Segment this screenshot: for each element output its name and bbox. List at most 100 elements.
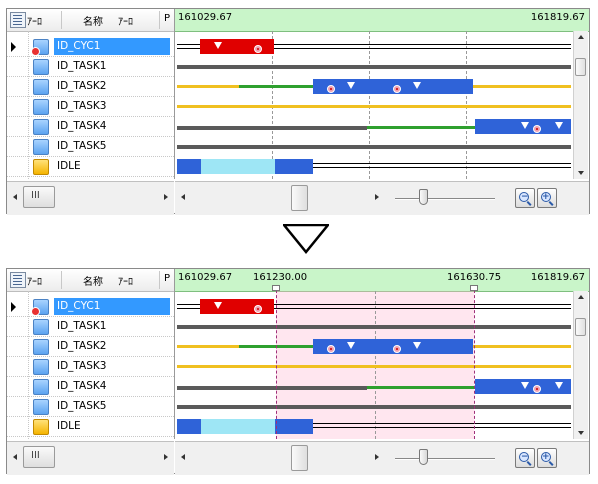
p-column-header[interactable]: P xyxy=(164,13,171,24)
tree-item-id-task5[interactable]: ID_TASK5 xyxy=(7,137,174,157)
ready-line xyxy=(473,345,571,348)
scroll-left-icon[interactable] xyxy=(181,454,185,460)
tree-header: ｱｰﾛ 名称 ｱｰﾛ P xyxy=(7,269,174,292)
tree-item-idle[interactable]: IDLE xyxy=(7,417,174,437)
event-triangle-icon xyxy=(413,342,421,349)
tree-item-label: ID_CYC1 xyxy=(54,38,170,55)
idle-icon xyxy=(33,419,49,435)
idle-icon xyxy=(33,159,49,175)
scroll-thumb[interactable] xyxy=(575,58,586,76)
cursor-handle[interactable] xyxy=(470,285,478,291)
zoom-out-button[interactable]: − xyxy=(515,188,535,208)
tree-item-id-task2[interactable]: ID_TASK2 xyxy=(7,337,174,357)
run-bar[interactable] xyxy=(177,419,201,434)
track-id-task2 xyxy=(177,337,571,357)
range-cursor-start[interactable] xyxy=(272,285,280,439)
zoom-slider-knob[interactable] xyxy=(419,449,428,465)
scroll-right-icon[interactable] xyxy=(164,454,168,460)
tree-item-id-task1[interactable]: ID_TASK1 xyxy=(7,317,174,337)
ready-line xyxy=(177,345,239,348)
zoom-in-icon: + xyxy=(541,192,551,202)
filter-right-label[interactable]: ｱｰﾛ xyxy=(118,17,133,28)
timeline-chart[interactable]: 161029.67 161230.00 161630.75 161819.67 xyxy=(175,269,589,439)
filter-left-label[interactable]: ｱｰﾛ xyxy=(27,17,42,28)
scroll-left-icon[interactable] xyxy=(13,454,17,460)
run-bar[interactable] xyxy=(200,299,274,314)
idle-bar[interactable] xyxy=(201,159,275,174)
timeline-scroll-thumb[interactable] xyxy=(291,445,308,471)
wait-line xyxy=(239,85,313,88)
zoom-slider-knob[interactable] xyxy=(419,189,428,205)
scroll-left-icon[interactable] xyxy=(13,194,17,200)
run-bar[interactable] xyxy=(475,119,571,134)
tree-item-id-task2[interactable]: ID_TASK2 xyxy=(7,77,174,97)
tree-item-idle[interactable]: IDLE xyxy=(7,157,174,177)
name-column-header[interactable]: 名称 xyxy=(83,277,103,288)
tree-horizontal-scrollbar[interactable]: III xyxy=(7,441,174,475)
tree-item-id-cyc1[interactable]: ID_CYC1 xyxy=(7,37,174,57)
run-bar[interactable] xyxy=(475,379,571,394)
scroll-right-icon[interactable] xyxy=(375,454,379,460)
idle-bar[interactable] xyxy=(201,419,275,434)
time-ruler[interactable]: 161029.67 161819.67 xyxy=(175,9,589,32)
tree-item-id-cyc1[interactable]: ID_CYC1 xyxy=(7,297,174,317)
tree-item-id-task5[interactable]: ID_TASK5 xyxy=(7,397,174,417)
time-start-label: 161029.67 xyxy=(178,12,233,23)
zoom-out-button[interactable]: − xyxy=(515,448,535,468)
scroll-up-icon[interactable] xyxy=(578,295,584,299)
zoom-in-button[interactable]: + xyxy=(537,188,557,208)
tree-item-id-task3[interactable]: ID_TASK3 xyxy=(7,97,174,117)
scroll-down-icon[interactable] xyxy=(578,171,584,175)
run-bar[interactable] xyxy=(275,159,313,174)
run-bar[interactable] xyxy=(200,39,274,54)
tree-horizontal-scrollbar[interactable]: III xyxy=(7,181,174,215)
event-triangle-icon xyxy=(413,82,421,89)
timeline-controls: − + xyxy=(175,441,589,475)
state-line xyxy=(177,427,571,428)
scroll-right-icon[interactable] xyxy=(375,194,379,200)
tree-item-label: ID_TASK2 xyxy=(57,340,107,352)
cursor-handle[interactable] xyxy=(272,285,280,291)
run-bar[interactable] xyxy=(313,79,473,94)
filter-right-label[interactable]: ｱｰﾛ xyxy=(118,277,133,288)
range-cursor-end[interactable] xyxy=(470,285,478,439)
scroll-thumb[interactable]: III xyxy=(23,446,55,468)
scroll-up-icon[interactable] xyxy=(578,35,584,39)
list-icon[interactable] xyxy=(10,272,26,288)
name-column-header[interactable]: 名称 xyxy=(83,17,103,28)
timeline-scroll-thumb[interactable] xyxy=(291,185,308,211)
list-icon[interactable] xyxy=(10,12,26,28)
scroll-thumb[interactable] xyxy=(575,318,586,336)
event-triangle-icon xyxy=(555,122,563,129)
run-bar[interactable] xyxy=(275,419,313,434)
tree-item-id-task4[interactable]: ID_TASK4 xyxy=(7,377,174,397)
tree-item-id-task1[interactable]: ID_TASK1 xyxy=(7,57,174,77)
event-dot-icon xyxy=(254,305,262,313)
current-row-arrow-icon xyxy=(11,42,16,52)
tree-item-id-task3[interactable]: ID_TASK3 xyxy=(7,357,174,377)
run-bar[interactable] xyxy=(177,159,201,174)
track-idle xyxy=(177,417,571,437)
scroll-right-icon[interactable] xyxy=(164,194,168,200)
tree-item-label: ID_TASK4 xyxy=(57,380,107,392)
timeline-chart[interactable]: 161029.67 161819.67 xyxy=(175,9,589,179)
vertical-scrollbar[interactable] xyxy=(573,291,588,439)
scroll-down-icon[interactable] xyxy=(578,431,584,435)
vertical-scrollbar[interactable] xyxy=(573,31,588,179)
run-bar[interactable] xyxy=(313,339,473,354)
time-ruler[interactable]: 161029.67 161230.00 161630.75 161819.67 xyxy=(175,269,589,292)
dormant-line xyxy=(177,386,367,390)
track-idle xyxy=(177,157,571,177)
zoom-in-button[interactable]: + xyxy=(537,448,557,468)
timeline-controls: − + xyxy=(175,181,589,215)
p-column-header[interactable]: P xyxy=(164,273,171,284)
zoom-slider-track[interactable] xyxy=(395,458,495,460)
scroll-thumb[interactable]: III xyxy=(23,186,55,208)
scroll-left-icon[interactable] xyxy=(181,194,185,200)
filter-left-label[interactable]: ｱｰﾛ xyxy=(27,277,42,288)
track-id-task5 xyxy=(177,397,571,417)
zoom-slider-track[interactable] xyxy=(395,198,495,200)
ready-line xyxy=(177,365,571,368)
tree-item-id-task4[interactable]: ID_TASK4 xyxy=(7,117,174,137)
state-line xyxy=(177,44,571,45)
